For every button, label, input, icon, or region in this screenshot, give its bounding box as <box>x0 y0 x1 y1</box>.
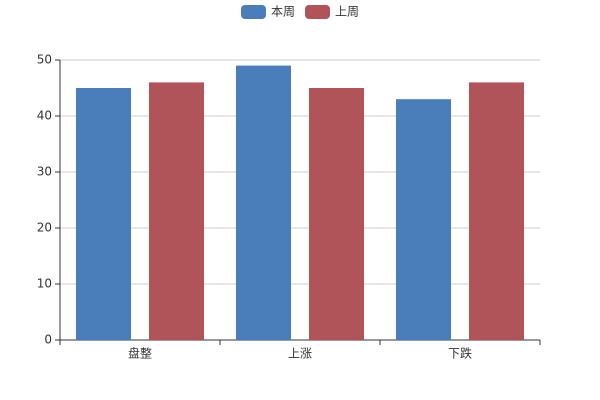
y-tick-label: 20 <box>37 221 52 235</box>
bar <box>469 82 524 341</box>
bar <box>236 65 291 340</box>
x-tick-label: 上涨 <box>288 346 312 361</box>
legend-label[interactable]: 上周 <box>335 5 359 19</box>
y-tick-label: 10 <box>37 277 52 291</box>
legend-icon[interactable] <box>241 5 266 19</box>
y-tick-label: 50 <box>37 53 52 67</box>
bar <box>309 88 364 340</box>
x-tick-label: 下跌 <box>448 346 472 361</box>
y-tick-label: 30 <box>37 165 52 179</box>
bar <box>396 99 451 340</box>
bar <box>76 88 131 340</box>
legend-label[interactable]: 本周 <box>271 5 295 19</box>
bar <box>149 82 204 341</box>
y-tick-label: 0 <box>44 333 52 347</box>
x-tick-label: 盘整 <box>128 346 152 361</box>
y-tick-label: 40 <box>37 109 52 123</box>
legend-icon[interactable] <box>305 5 331 19</box>
